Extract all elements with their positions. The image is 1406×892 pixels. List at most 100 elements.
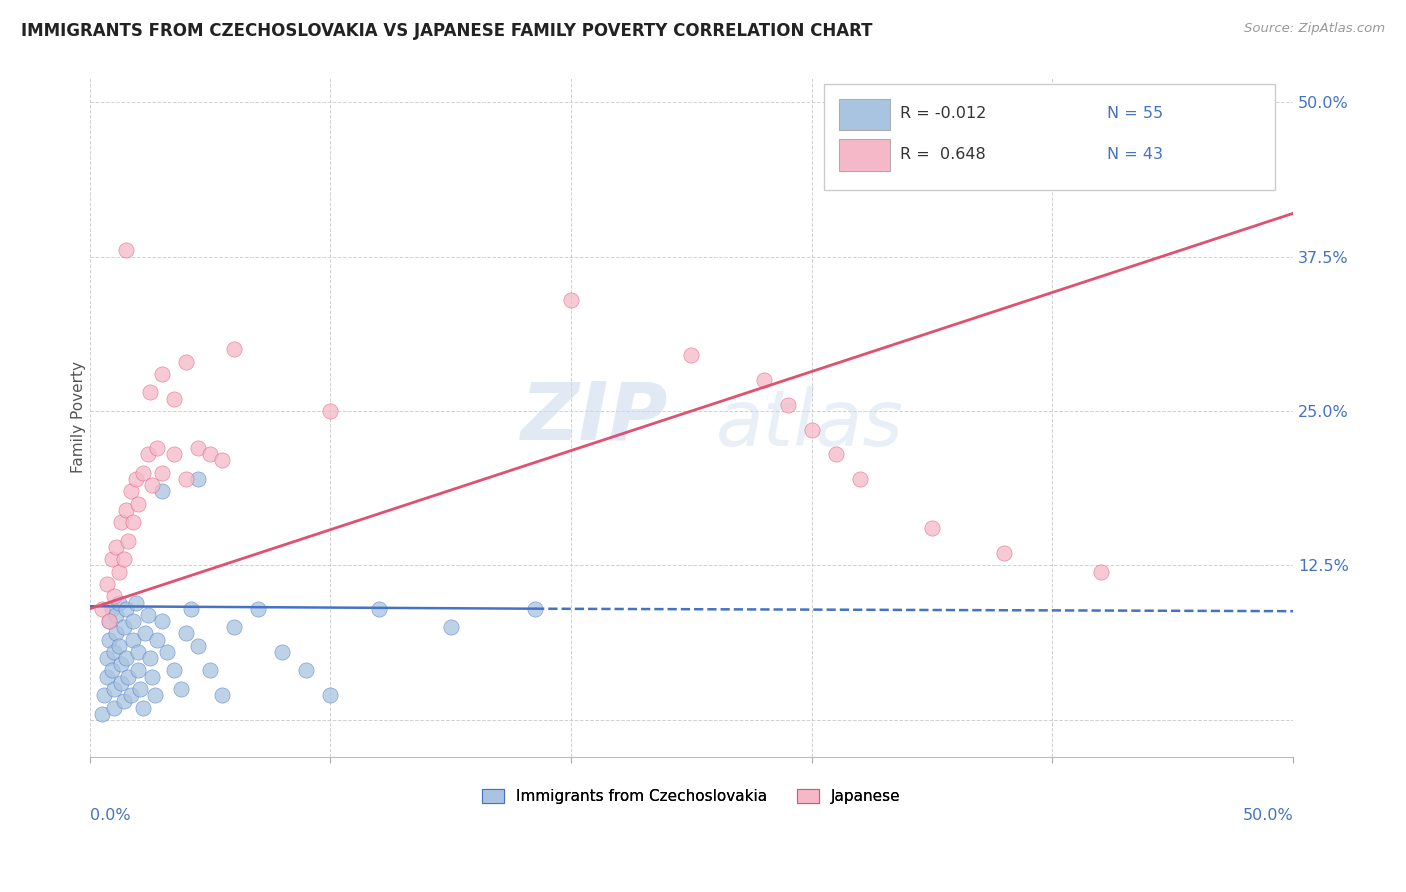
FancyBboxPatch shape [824, 84, 1275, 190]
Point [560, 293, 582, 307]
Point [90, 706, 112, 721]
Point [187, 639, 209, 653]
Point [247, 601, 270, 615]
Point [174, 472, 197, 486]
Text: atlas: atlas [716, 386, 904, 462]
Point [127, 664, 149, 678]
Point [100, 664, 122, 678]
Text: 50.0%: 50.0% [1243, 808, 1294, 823]
Point [115, 244, 138, 258]
Point [187, 441, 209, 455]
Point [115, 503, 138, 517]
Point [90, 601, 112, 615]
Point [124, 472, 146, 486]
Point [112, 694, 135, 708]
Point [132, 466, 155, 480]
Point [174, 354, 197, 368]
Point [105, 540, 128, 554]
Point [112, 552, 135, 566]
Text: R =  0.648: R = 0.648 [900, 146, 986, 161]
Point [921, 521, 943, 535]
Point [120, 484, 142, 499]
Point [524, 601, 547, 615]
FancyBboxPatch shape [839, 139, 890, 170]
Text: ZIP: ZIP [520, 378, 668, 456]
Point [107, 595, 129, 609]
Point [110, 515, 132, 529]
Point [132, 700, 155, 714]
Point [120, 688, 142, 702]
Point [122, 632, 145, 647]
Point [156, 645, 179, 659]
Point [98, 614, 121, 628]
Point [224, 343, 246, 357]
Point [295, 664, 318, 678]
Point [134, 626, 156, 640]
Point [681, 348, 703, 362]
Point [150, 466, 173, 480]
Point [100, 552, 122, 566]
Point [103, 590, 125, 604]
Text: N = 43: N = 43 [1107, 146, 1163, 161]
Point [139, 651, 162, 665]
Point [211, 453, 233, 467]
Point [96, 577, 118, 591]
Point [105, 626, 128, 640]
Point [440, 620, 463, 634]
FancyBboxPatch shape [839, 98, 890, 129]
Point [103, 700, 125, 714]
Point [115, 651, 138, 665]
Point [107, 565, 129, 579]
Point [112, 620, 135, 634]
Point [150, 484, 173, 499]
Point [98, 632, 121, 647]
Point [163, 447, 186, 461]
Text: 0.0%: 0.0% [90, 808, 131, 823]
Text: N = 55: N = 55 [1107, 106, 1163, 121]
Point [107, 639, 129, 653]
Point [367, 601, 389, 615]
Point [163, 392, 186, 406]
Point [117, 533, 139, 548]
Point [139, 385, 162, 400]
Point [96, 670, 118, 684]
Point [271, 645, 294, 659]
Point [174, 626, 197, 640]
Point [103, 645, 125, 659]
Text: R = -0.012: R = -0.012 [900, 106, 986, 121]
Point [122, 614, 145, 628]
Point [127, 645, 149, 659]
Point [146, 441, 169, 455]
Point [170, 681, 193, 696]
Point [96, 651, 118, 665]
Point [198, 447, 221, 461]
Point [849, 472, 872, 486]
Point [129, 681, 152, 696]
Point [824, 447, 846, 461]
Point [198, 664, 221, 678]
Point [752, 373, 775, 387]
Point [146, 632, 169, 647]
Point [776, 398, 799, 412]
Point [110, 657, 132, 672]
Point [180, 601, 202, 615]
Point [141, 478, 163, 492]
Text: IMMIGRANTS FROM CZECHOSLOVAKIA VS JAPANESE FAMILY POVERTY CORRELATION CHART: IMMIGRANTS FROM CZECHOSLOVAKIA VS JAPANE… [21, 22, 873, 40]
Point [319, 688, 342, 702]
Text: Source: ZipAtlas.com: Source: ZipAtlas.com [1244, 22, 1385, 36]
Point [800, 423, 823, 437]
Point [124, 595, 146, 609]
Point [136, 447, 159, 461]
Point [141, 670, 163, 684]
Point [211, 688, 233, 702]
Point [187, 472, 209, 486]
Point [993, 546, 1015, 560]
Point [136, 607, 159, 622]
Point [110, 676, 132, 690]
Point [98, 614, 121, 628]
Point [122, 515, 145, 529]
Point [127, 497, 149, 511]
Point [100, 601, 122, 615]
Point [224, 620, 246, 634]
Point [150, 614, 173, 628]
